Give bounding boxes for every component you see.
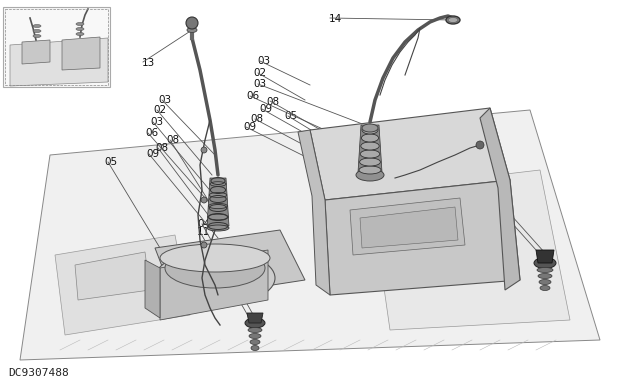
Ellipse shape <box>76 27 84 30</box>
Polygon shape <box>62 37 100 70</box>
Ellipse shape <box>356 169 384 181</box>
Text: 03: 03 <box>159 95 172 105</box>
Text: 02: 02 <box>154 105 167 115</box>
Ellipse shape <box>33 29 41 32</box>
Circle shape <box>201 242 207 248</box>
Ellipse shape <box>155 251 275 305</box>
Polygon shape <box>155 230 305 300</box>
Polygon shape <box>310 108 510 200</box>
Text: 13: 13 <box>141 58 154 68</box>
Ellipse shape <box>361 134 379 142</box>
Circle shape <box>201 147 207 153</box>
Text: 05: 05 <box>104 157 117 167</box>
Ellipse shape <box>360 150 380 158</box>
Text: 06: 06 <box>247 91 260 101</box>
Polygon shape <box>55 235 190 335</box>
Circle shape <box>201 197 207 203</box>
Ellipse shape <box>448 17 458 22</box>
Ellipse shape <box>210 182 226 186</box>
Ellipse shape <box>359 166 381 174</box>
Text: 05: 05 <box>284 111 297 121</box>
Text: 09: 09 <box>243 122 256 132</box>
Polygon shape <box>22 40 50 64</box>
Polygon shape <box>358 125 382 172</box>
Polygon shape <box>360 207 458 248</box>
Ellipse shape <box>210 193 227 198</box>
Ellipse shape <box>537 267 553 273</box>
Text: 11: 11 <box>446 142 459 152</box>
Ellipse shape <box>76 32 84 36</box>
Text: 03: 03 <box>150 117 163 127</box>
Polygon shape <box>207 178 229 226</box>
Text: 09: 09 <box>146 149 159 159</box>
Polygon shape <box>298 130 330 295</box>
Ellipse shape <box>446 16 460 24</box>
Text: 03: 03 <box>257 56 270 66</box>
Ellipse shape <box>207 225 229 231</box>
Ellipse shape <box>33 24 41 27</box>
Text: 03: 03 <box>253 79 266 89</box>
Text: 04: 04 <box>446 149 459 159</box>
Ellipse shape <box>251 345 259 350</box>
Polygon shape <box>350 198 465 255</box>
Ellipse shape <box>165 248 265 288</box>
Ellipse shape <box>160 244 270 272</box>
Text: 11: 11 <box>197 227 210 237</box>
Ellipse shape <box>250 340 260 344</box>
Polygon shape <box>370 170 570 330</box>
Polygon shape <box>145 260 160 318</box>
Text: 06: 06 <box>146 128 159 138</box>
Text: 08: 08 <box>250 114 264 124</box>
Ellipse shape <box>362 126 378 134</box>
Ellipse shape <box>248 327 262 332</box>
Ellipse shape <box>249 334 261 339</box>
Ellipse shape <box>540 286 550 291</box>
Ellipse shape <box>208 214 228 220</box>
Text: DC9307488: DC9307488 <box>8 368 69 378</box>
Ellipse shape <box>33 34 41 37</box>
Ellipse shape <box>362 124 378 132</box>
Ellipse shape <box>538 274 552 279</box>
Circle shape <box>186 17 198 29</box>
Ellipse shape <box>360 158 381 166</box>
Polygon shape <box>480 108 520 290</box>
Polygon shape <box>160 250 268 320</box>
Polygon shape <box>247 313 263 323</box>
Text: 04: 04 <box>197 219 210 229</box>
Text: 09: 09 <box>259 104 272 114</box>
Circle shape <box>476 141 484 149</box>
Text: 08: 08 <box>155 143 168 153</box>
Ellipse shape <box>534 257 556 269</box>
Polygon shape <box>10 38 108 86</box>
Text: 14: 14 <box>329 14 342 24</box>
Text: 08: 08 <box>267 96 280 107</box>
Text: 02: 02 <box>253 68 266 78</box>
Ellipse shape <box>245 318 265 328</box>
Ellipse shape <box>208 203 228 209</box>
Ellipse shape <box>539 279 551 284</box>
Ellipse shape <box>187 27 197 32</box>
Polygon shape <box>20 110 600 360</box>
Polygon shape <box>75 252 150 300</box>
Text: 08: 08 <box>166 135 179 145</box>
Polygon shape <box>325 180 520 295</box>
Polygon shape <box>536 250 554 263</box>
Ellipse shape <box>76 22 84 25</box>
FancyBboxPatch shape <box>3 7 110 87</box>
Ellipse shape <box>361 142 379 150</box>
